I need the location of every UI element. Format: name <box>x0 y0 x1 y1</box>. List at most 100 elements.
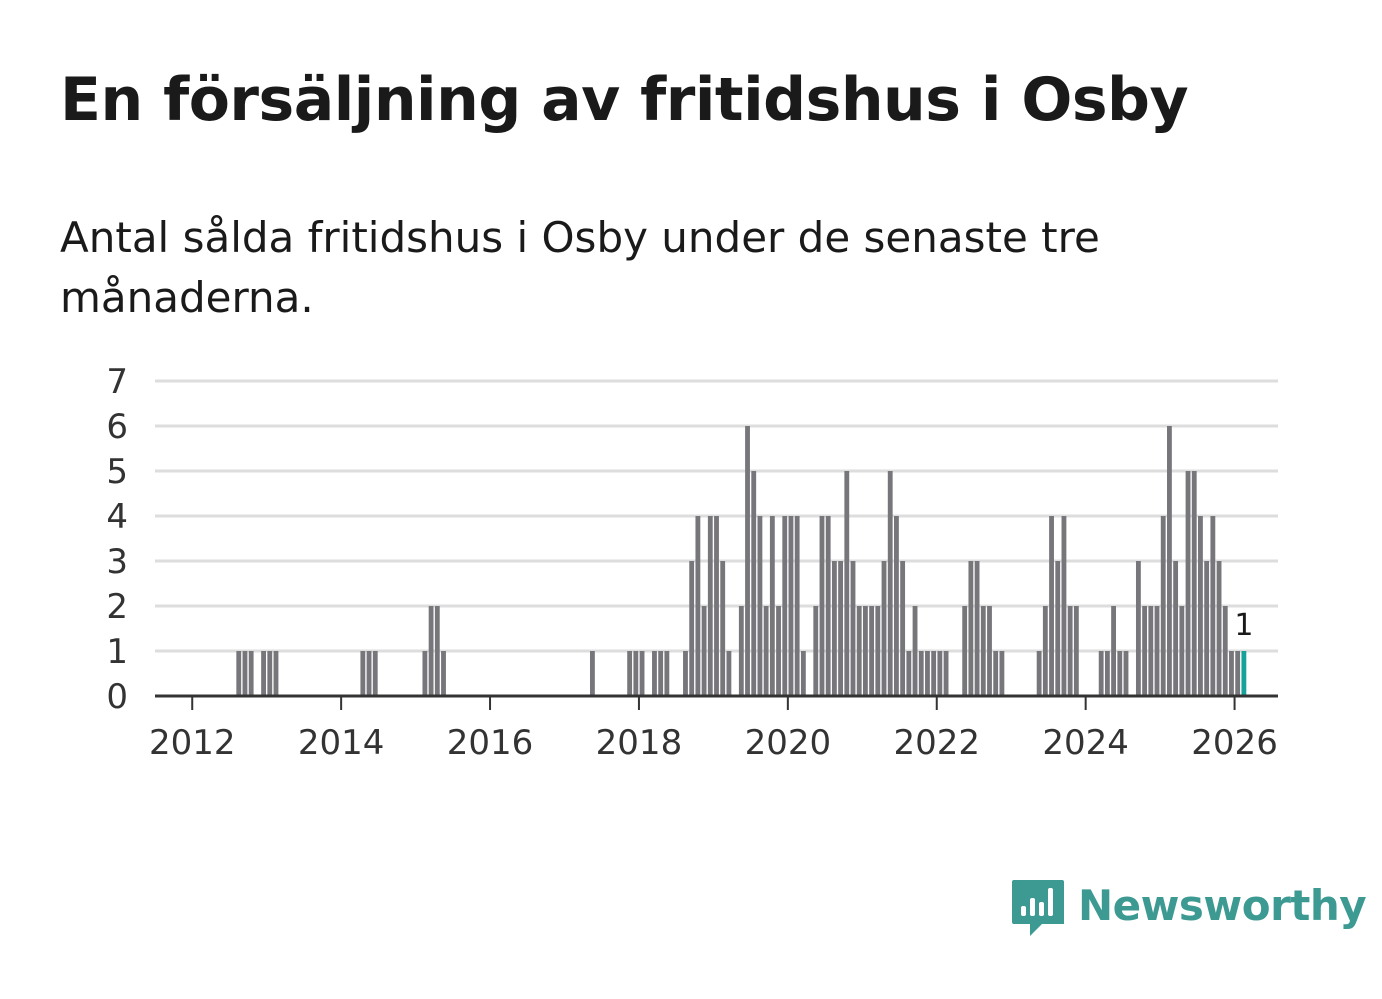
newsworthy-logo: Newsworthy <box>1010 872 1367 938</box>
bar <box>875 606 881 696</box>
bar <box>831 561 837 696</box>
x-tick-label: 2012 <box>149 723 236 763</box>
bar <box>1148 606 1154 696</box>
bar <box>838 561 844 696</box>
bar <box>894 516 899 696</box>
bar <box>757 516 763 696</box>
bar <box>962 606 968 696</box>
bar <box>441 651 446 696</box>
bar <box>236 651 242 696</box>
bar <box>633 651 639 696</box>
bar <box>763 606 769 696</box>
bar <box>881 561 887 696</box>
bar <box>776 606 781 696</box>
bar <box>1154 606 1160 696</box>
bar <box>862 606 868 696</box>
bar <box>788 516 794 696</box>
bar <box>1235 651 1241 696</box>
bar <box>1198 516 1203 696</box>
bar <box>372 651 378 696</box>
bar <box>1104 651 1110 696</box>
annotations: 1 <box>1234 608 1253 643</box>
bar <box>993 651 999 696</box>
brand-name: Newsworthy <box>1078 880 1367 930</box>
y-tick-label: 5 <box>106 452 128 492</box>
bar <box>782 516 788 696</box>
bar <box>1210 516 1216 696</box>
bar <box>800 651 806 696</box>
bar <box>695 516 701 696</box>
bar <box>856 606 862 696</box>
bar <box>683 651 688 696</box>
y-tick-label: 7 <box>106 362 128 402</box>
bar <box>900 561 906 696</box>
x-tick-label: 2020 <box>745 723 832 763</box>
bar <box>720 561 726 696</box>
y-tick-label: 4 <box>106 497 128 537</box>
bar <box>366 651 372 696</box>
bar <box>1135 561 1141 696</box>
bar <box>925 651 930 696</box>
bar <box>639 651 645 696</box>
bar <box>1123 651 1129 696</box>
chart-subtitle: Antal sålda fritidshus i Osby under de s… <box>60 213 1100 322</box>
bar <box>1179 606 1185 696</box>
bar <box>745 426 750 696</box>
bar <box>819 516 825 696</box>
bar <box>1167 426 1172 696</box>
bar <box>1042 606 1048 696</box>
bar <box>664 651 670 696</box>
bar <box>707 516 713 696</box>
bar <box>769 516 775 696</box>
bar <box>974 561 980 696</box>
bar <box>1067 606 1073 696</box>
bar <box>1216 561 1222 696</box>
y-tick-label: 1 <box>106 632 128 672</box>
bar <box>738 606 744 696</box>
bar <box>869 606 875 696</box>
bar <box>1049 516 1054 696</box>
bar <box>658 651 664 696</box>
x-tick-label: 2026 <box>1191 723 1278 763</box>
data-label: 1 <box>1234 608 1253 643</box>
bar <box>825 516 831 696</box>
bar <box>360 651 366 696</box>
bar <box>689 561 695 696</box>
bar <box>652 651 657 696</box>
bar <box>1204 561 1210 696</box>
bar <box>1073 606 1079 696</box>
bar <box>1036 651 1042 696</box>
bar <box>943 651 949 696</box>
bar <box>794 516 800 696</box>
bar <box>751 471 757 696</box>
bar <box>428 606 434 696</box>
x-axis: 2012 2014 2016 2018 2020 2022 2024 2026 <box>149 694 1278 763</box>
x-tick-label: 2016 <box>447 723 534 763</box>
y-tick-label: 2 <box>106 587 128 627</box>
bar <box>918 651 924 696</box>
bar <box>627 651 633 696</box>
bar <box>273 651 279 696</box>
bar <box>714 516 719 696</box>
bar <box>1191 471 1197 696</box>
bar <box>1160 516 1166 696</box>
chart-title: En försäljning av fritidshus i Osby <box>60 65 1189 135</box>
bar <box>999 651 1005 696</box>
bar <box>968 561 974 696</box>
bar <box>1111 606 1117 696</box>
x-tick-label: 2024 <box>1042 723 1129 763</box>
bar <box>906 651 912 696</box>
bar <box>1241 651 1247 696</box>
y-tick-label: 0 <box>106 677 128 717</box>
y-axis: 0 1 2 3 4 5 6 7 <box>106 362 128 717</box>
bar <box>912 606 918 696</box>
y-tick-label: 3 <box>106 542 128 582</box>
bar <box>1142 606 1148 696</box>
bar <box>1061 516 1067 696</box>
bar <box>844 471 850 696</box>
y-tick-label: 6 <box>106 407 128 447</box>
bar <box>1185 471 1191 696</box>
bar <box>1229 651 1234 696</box>
bar <box>1117 651 1123 696</box>
